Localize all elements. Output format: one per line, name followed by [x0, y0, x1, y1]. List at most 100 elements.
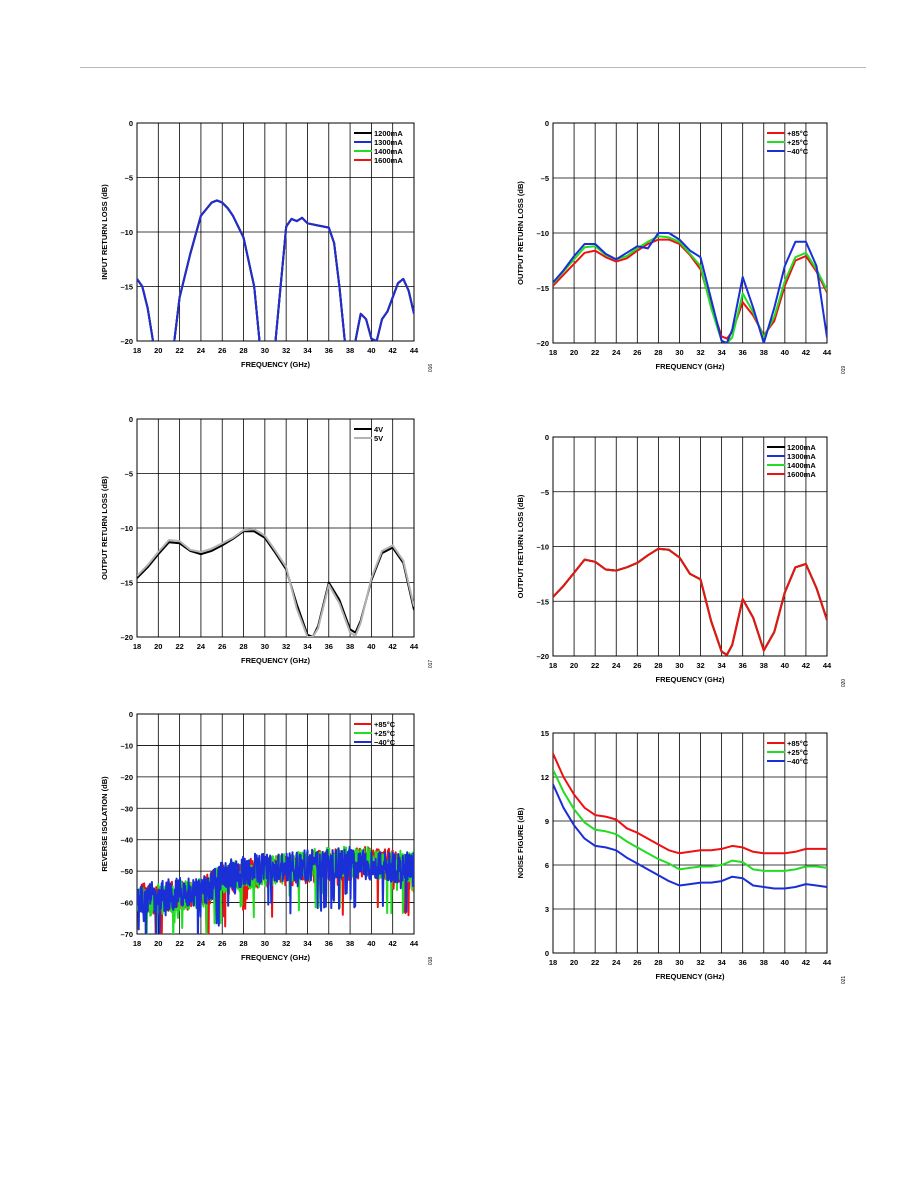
x-tick-label: 34: [303, 346, 312, 355]
x-axis-label: FREQUENCY (GHz): [241, 953, 311, 962]
y-tick-label: –70: [120, 930, 133, 939]
x-tick-label: 44: [823, 958, 832, 967]
x-tick-label: 22: [175, 346, 183, 355]
y-tick-label: 12: [541, 773, 549, 782]
legend-label: −40°C: [374, 738, 396, 747]
x-tick-label: 32: [696, 958, 704, 967]
series-line: [553, 235, 827, 343]
figure-number: 018: [428, 957, 434, 966]
x-tick-label: 32: [696, 348, 704, 357]
x-tick-label: 18: [549, 661, 557, 670]
legend-label: −40°C: [787, 147, 809, 156]
x-tick-label: 36: [325, 346, 333, 355]
legend-label: +85°C: [374, 720, 396, 729]
y-tick-label: –5: [125, 470, 133, 479]
series-line: [553, 753, 827, 855]
x-axis-label: FREQUENCY (GHz): [241, 656, 311, 665]
x-tick-label: 22: [175, 642, 183, 651]
y-tick-label: 3: [545, 905, 549, 914]
legend-label: 1300mA: [374, 138, 403, 147]
legend-label: 1200mA: [787, 443, 816, 452]
legend-label: 1600mA: [787, 470, 816, 479]
x-tick-label: 36: [739, 661, 747, 670]
x-tick-label: 44: [410, 642, 419, 651]
x-tick-label: 34: [303, 939, 312, 948]
x-tick-label: 40: [367, 642, 375, 651]
x-tick-label: 30: [261, 642, 269, 651]
series-line: [553, 232, 827, 343]
figure-number: 020: [841, 679, 847, 688]
x-tick-label: 30: [675, 958, 683, 967]
x-tick-label: 24: [612, 958, 621, 967]
y-axis-label: INPUT RETURN LOSS (dB): [100, 184, 109, 280]
x-tick-label: 32: [282, 939, 290, 948]
x-tick-label: 18: [549, 348, 557, 357]
x-tick-label: 32: [282, 642, 290, 651]
x-tick-label: 26: [633, 348, 641, 357]
x-tick-label: 42: [389, 939, 397, 948]
x-tick-label: 38: [346, 346, 354, 355]
y-tick-label: –20: [536, 652, 549, 661]
x-tick-label: 22: [591, 348, 599, 357]
x-tick-label: 42: [389, 642, 397, 651]
x-tick-label: 22: [591, 661, 599, 670]
x-tick-label: 42: [802, 958, 810, 967]
x-tick-label: 38: [760, 661, 768, 670]
plot-frame: [552, 122, 828, 344]
y-tick-label: –5: [125, 174, 133, 183]
x-tick-label: 18: [549, 958, 557, 967]
x-tick-label: 44: [410, 939, 419, 948]
y-tick-label: –10: [536, 229, 549, 238]
legend-label: 1300mA: [787, 452, 816, 461]
series-group: [553, 547, 827, 656]
x-tick-label: 32: [282, 346, 290, 355]
y-tick-label: –50: [120, 867, 133, 876]
x-tick-label: 44: [823, 348, 832, 357]
y-tick-label: 0: [545, 433, 549, 442]
y-tick-label: 9: [545, 817, 549, 826]
series-group: [137, 845, 414, 934]
x-axis-label: FREQUENCY (GHz): [655, 675, 725, 684]
y-tick-label: –15: [120, 283, 133, 292]
x-tick-label: 42: [389, 346, 397, 355]
legend-label: 1600mA: [374, 156, 403, 165]
x-tick-label: 36: [739, 348, 747, 357]
grid: [552, 436, 828, 657]
x-tick-label: 26: [218, 346, 226, 355]
x-tick-label: 32: [696, 661, 704, 670]
plot-frame: [552, 732, 828, 954]
legend-label: 4V: [374, 425, 383, 434]
x-tick-label: 26: [218, 939, 226, 948]
y-tick-label: –20: [120, 773, 133, 782]
x-tick-label: 28: [654, 348, 662, 357]
series-line: [553, 238, 827, 340]
figure-number: 017: [428, 660, 434, 669]
x-tick-label: 24: [612, 661, 621, 670]
x-tick-label: 28: [239, 939, 247, 948]
x-tick-label: 34: [717, 958, 726, 967]
y-tick-label: –15: [120, 579, 133, 588]
legend-label: 5V: [374, 434, 383, 443]
legend-label: 1400mA: [374, 147, 403, 156]
x-axis-label: FREQUENCY (GHz): [655, 362, 725, 371]
x-tick-label: 30: [261, 346, 269, 355]
x-tick-label: 26: [633, 661, 641, 670]
y-tick-label: –10: [120, 524, 133, 533]
series-group: [553, 753, 827, 890]
y-tick-label: 6: [545, 861, 549, 870]
y-tick-label: –20: [120, 633, 133, 642]
legend-label: +25°C: [787, 748, 809, 757]
x-tick-label: 22: [591, 958, 599, 967]
series-group: [553, 232, 827, 343]
figure-number: 016: [428, 364, 434, 373]
x-tick-label: 18: [133, 346, 141, 355]
y-tick-label: 15: [541, 729, 549, 738]
x-tick-label: 24: [612, 348, 621, 357]
x-tick-label: 20: [570, 958, 578, 967]
x-tick-label: 26: [218, 642, 226, 651]
x-tick-label: 40: [781, 661, 789, 670]
y-tick-label: –20: [536, 339, 549, 348]
x-tick-label: 44: [410, 346, 419, 355]
plot-frame: [136, 418, 415, 638]
